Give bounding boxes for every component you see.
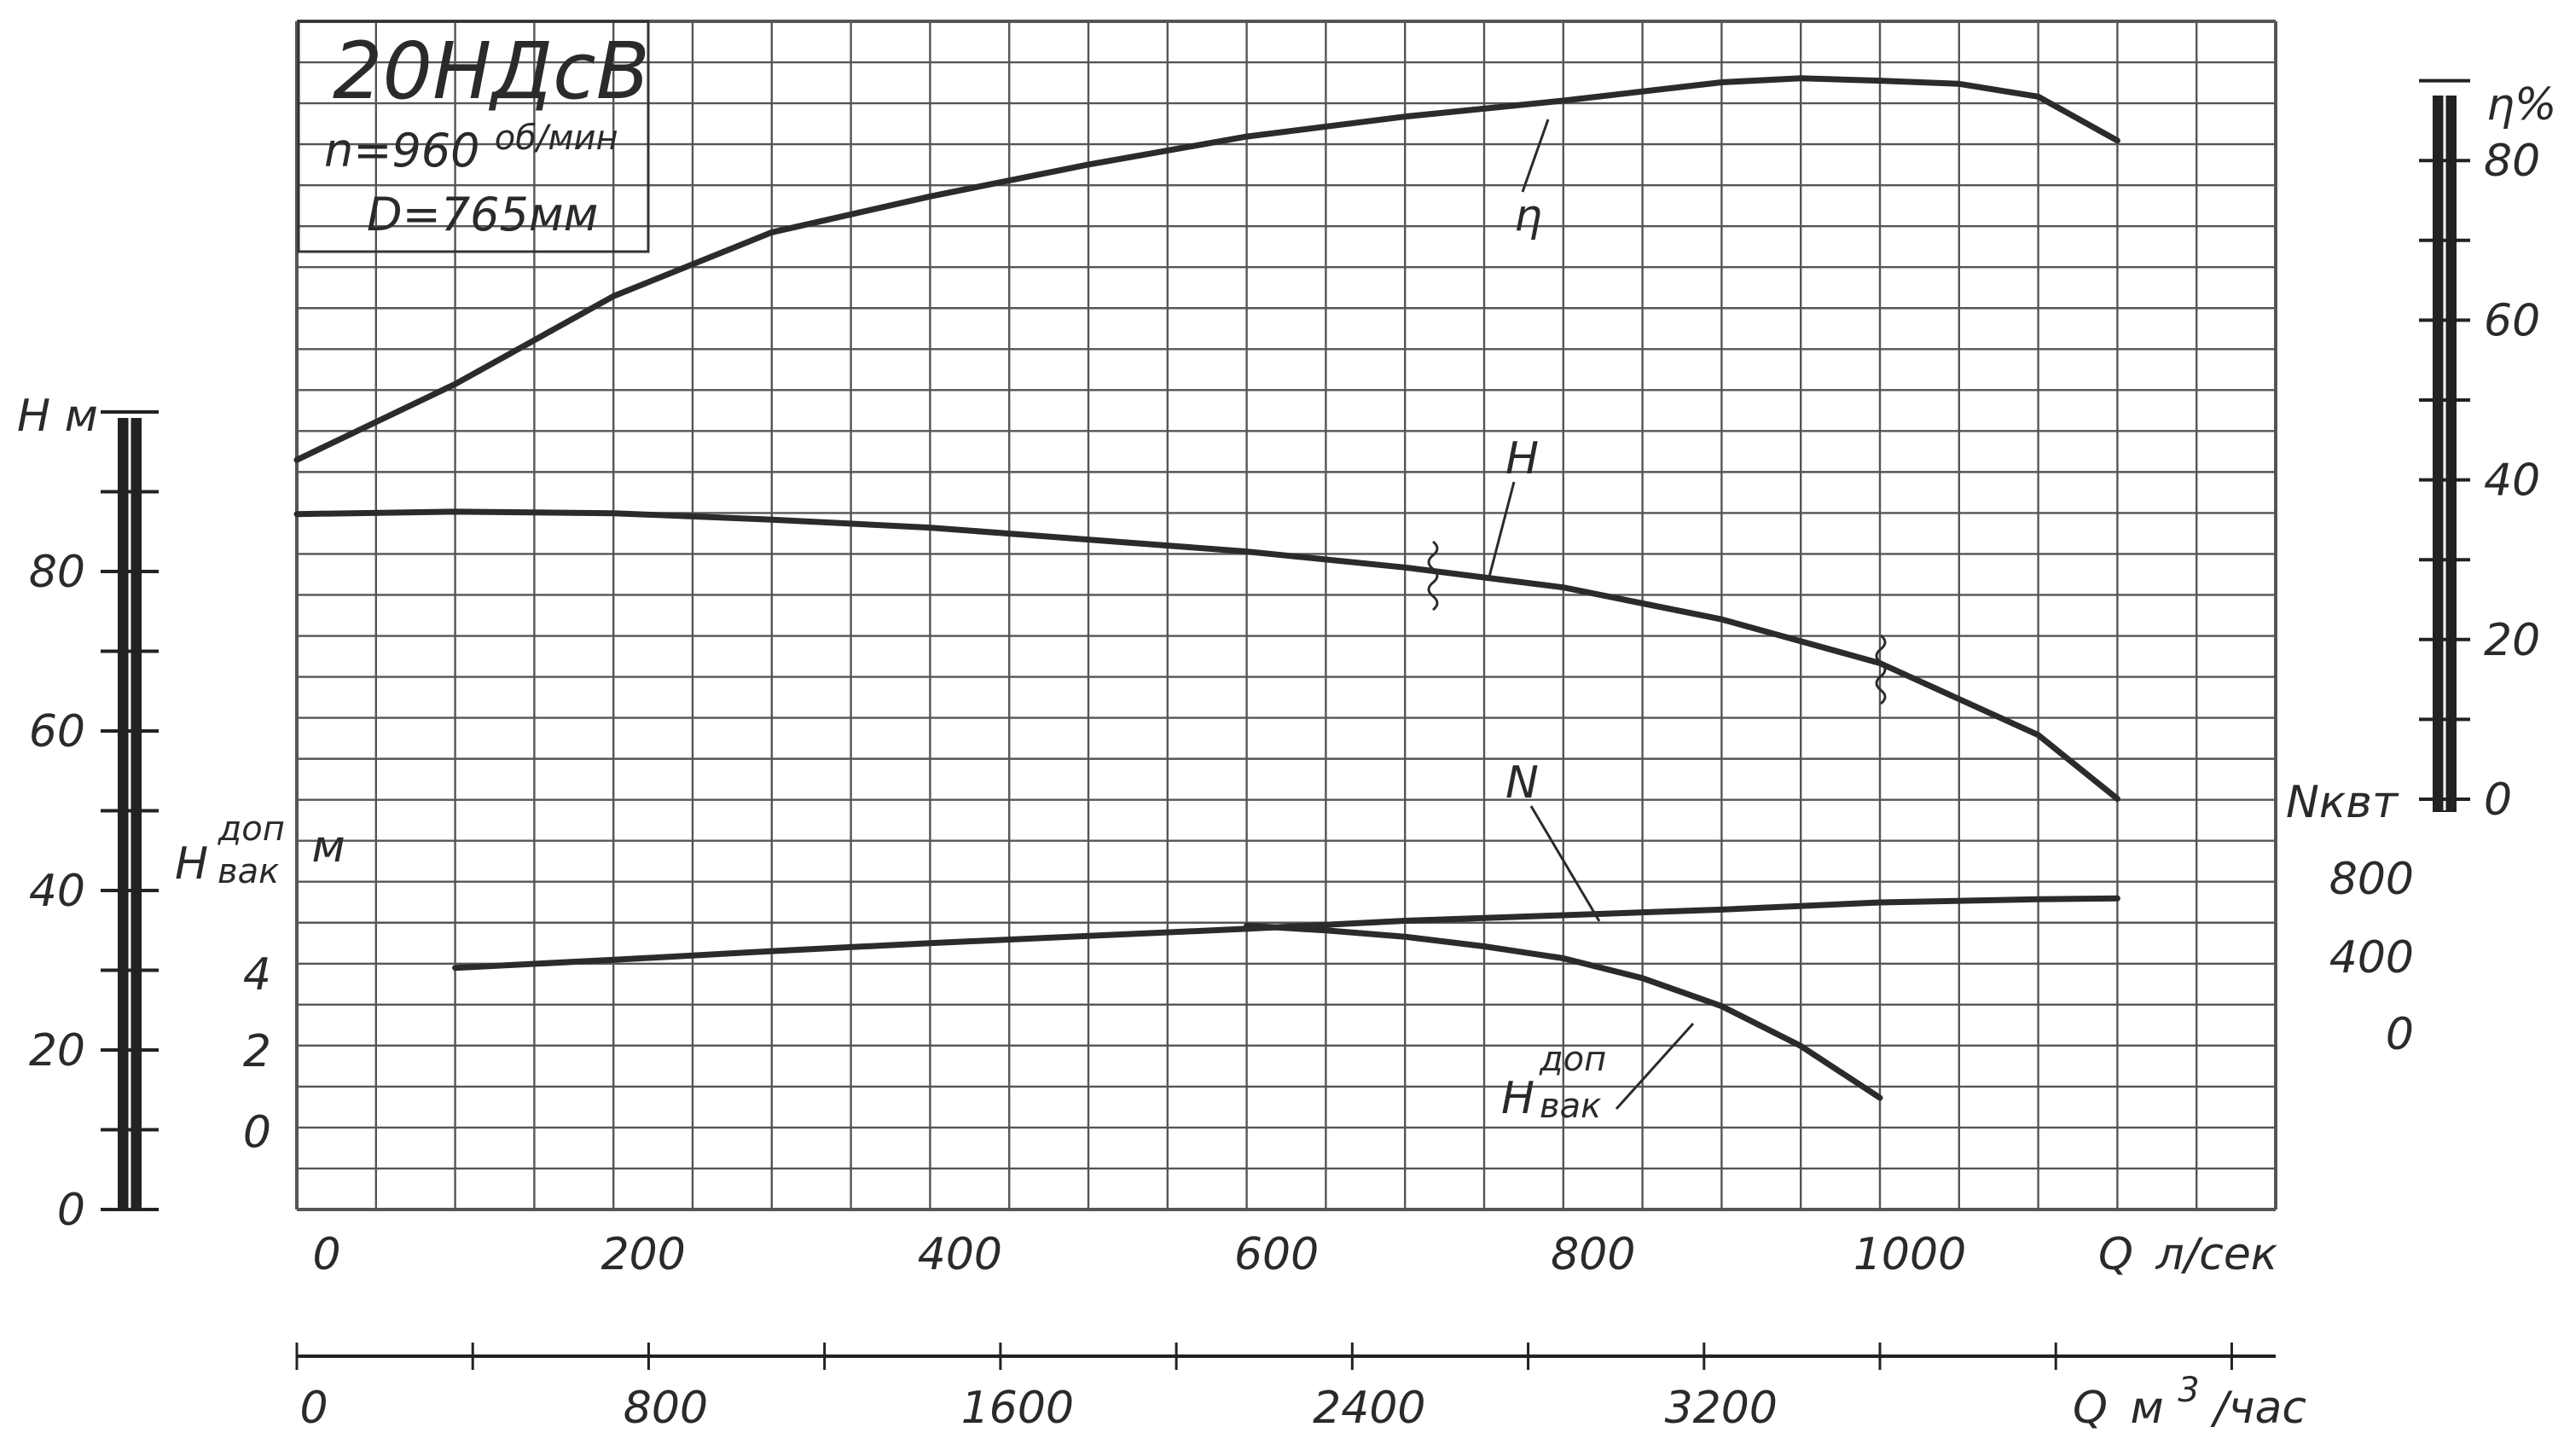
- curve-n: [452, 895, 2120, 972]
- vacuum-tick-label: 2: [243, 1026, 271, 1077]
- efficiency-tick-label: 80: [2484, 136, 2540, 187]
- power-tick-label: 0: [2386, 1009, 2414, 1060]
- head-tick-label: 0: [57, 1185, 85, 1236]
- efficiency-tick-label: 20: [2484, 615, 2540, 666]
- vacuum-axis-label-sub: вак: [218, 852, 279, 891]
- leader-n: [1529, 805, 1601, 922]
- h-tolerance-mark-2: [1875, 634, 1887, 705]
- vacuum-tick-label: 4: [243, 949, 271, 1001]
- series-label-vacuum-sup: доп: [1539, 1040, 1606, 1079]
- flow-m3h-tick-label: 3200: [1665, 1383, 1778, 1434]
- efficiency-axis: 0 20 40 60 80: [2419, 78, 2540, 826]
- flow-lps-tick-label: 600: [1234, 1229, 1319, 1280]
- leader-eta: [1521, 119, 1550, 193]
- flow-m3h-tick-label: 800: [624, 1383, 708, 1434]
- flow-lps-tick-label: 800: [1551, 1229, 1635, 1280]
- flow-lps-tick-label: 0: [312, 1229, 340, 1280]
- power-tick-label: 400: [2329, 932, 2414, 983]
- leader-lines: [1487, 119, 1695, 1111]
- power-axis: 0 400 800: [2329, 854, 2414, 1060]
- flow-lps-tick-label: 200: [601, 1229, 686, 1280]
- flow-m3h-unit-sup: 3: [2178, 1371, 2199, 1410]
- series-label-h: H: [1505, 433, 1539, 484]
- leader-h: [1487, 481, 1516, 581]
- power-tick-label: 800: [2329, 854, 2414, 905]
- series-label-n: N: [1505, 757, 1539, 809]
- speed-value: n=960: [324, 124, 480, 177]
- speed-label: n=960 об/мин: [324, 119, 618, 177]
- vacuum-axis-label-sup: доп: [218, 809, 285, 849]
- efficiency-axis-label: η%: [2486, 79, 2556, 131]
- head-axis-label: Н м: [17, 391, 98, 442]
- flow-m3h-q: Q: [2073, 1383, 2108, 1434]
- head-tick-label: 40: [29, 866, 85, 917]
- diameter-label: D=765мм: [367, 188, 598, 241]
- vacuum-axis-label-unit: м: [311, 821, 345, 873]
- flow-m3h-axis: 0 800 1600 2400 3200: [295, 1343, 2276, 1434]
- h-tolerance-mark-1: [1427, 540, 1439, 612]
- vacuum-axis-label: Н доп м: [175, 800, 345, 890]
- vacuum-axis: 0 2 4: [243, 949, 271, 1158]
- vacuum-tick-label: 0: [243, 1107, 271, 1158]
- title-block: 20НДсВ n=960 об/мин D=765мм: [324, 26, 650, 241]
- flow-lps-q: Q: [2098, 1229, 2133, 1280]
- flow-m3h-tick-label: 1600: [961, 1383, 1074, 1434]
- flow-m3h-tick-label: 0: [299, 1383, 328, 1434]
- flow-lps-tick-label: 400: [918, 1229, 1002, 1280]
- vacuum-axis-label-main: Н: [175, 838, 208, 890]
- flow-m3h-axis-label: Q м 3 /час: [2073, 1361, 2306, 1434]
- h-tolerance-marks: [1427, 540, 1887, 705]
- flow-lps-tick-label: 1000: [1853, 1229, 1966, 1280]
- title-box: [297, 20, 650, 253]
- flow-m3h-unit-tail: /час: [2210, 1383, 2306, 1434]
- flow-m3h-unit: м: [2130, 1383, 2163, 1434]
- flow-lps-unit: л/сек: [2155, 1229, 2277, 1280]
- efficiency-tick-label: 0: [2484, 774, 2512, 826]
- efficiency-tick-label: 60: [2484, 295, 2540, 346]
- head-tick-label: 60: [29, 706, 85, 757]
- head-tick-label: 80: [29, 547, 85, 598]
- series-label-vacuum: Н: [1501, 1073, 1534, 1124]
- series-label-vacuum-sub: вак: [1540, 1087, 1601, 1126]
- speed-unit: об/мин: [495, 119, 618, 158]
- flow-lps-axis-label: Q л/сек: [2098, 1229, 2278, 1280]
- flow-m3h-tick-label: 2400: [1313, 1383, 1425, 1434]
- efficiency-tick-label: 40: [2484, 455, 2540, 507]
- chart-title: 20НДсВ: [333, 26, 650, 117]
- curve-eta: [293, 75, 2120, 463]
- head-tick-label: 20: [29, 1025, 85, 1076]
- power-axis-label: Nквт: [2286, 777, 2399, 828]
- curve-vacuum: [1244, 922, 1883, 1101]
- series-label-eta: η: [1514, 190, 1542, 241]
- grid: [295, 20, 2277, 1211]
- flow-lps-axis: 0 200 400 600 800 1000: [312, 1229, 1966, 1280]
- leader-vacuum: [1615, 1022, 1695, 1111]
- head-axis: 0 20 40 60 80: [29, 410, 159, 1236]
